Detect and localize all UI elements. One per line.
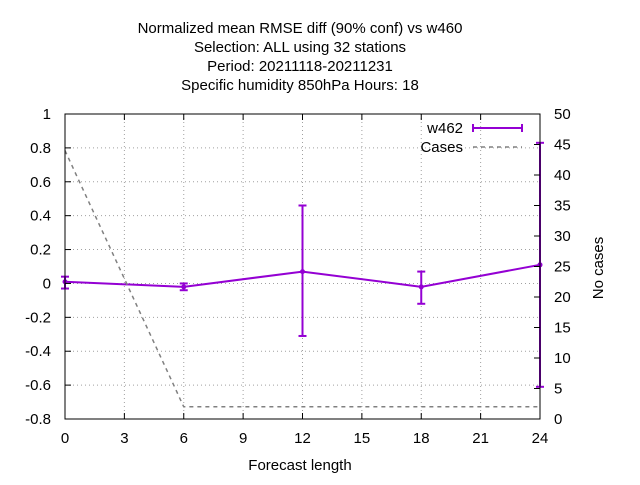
- y-tick-label: -0.4: [25, 343, 51, 360]
- x-tick-label: 6: [180, 430, 188, 447]
- x-tick-label: 15: [354, 430, 371, 447]
- y2-tick-label: 30: [554, 228, 571, 245]
- y2-tick-label: 25: [554, 259, 571, 276]
- y-tick-label: 0: [43, 275, 51, 292]
- y-tick-label: 0.6: [30, 174, 51, 191]
- y2-tick-label: 35: [554, 198, 571, 215]
- y2-tick-label: 5: [554, 381, 562, 398]
- y-tick-label: -0.8: [25, 411, 51, 428]
- title-line-4: Specific humidity 850hPa Hours: 18: [181, 77, 419, 94]
- y-tick-label: 1: [43, 106, 51, 123]
- x-tick-label: 3: [120, 430, 128, 447]
- y-tick-label: -0.6: [25, 377, 51, 394]
- data-point: [181, 284, 187, 290]
- y2-tick-label: 45: [554, 137, 571, 154]
- y-tick-label: 0.8: [30, 140, 51, 157]
- y2-tick-label: 15: [554, 320, 571, 337]
- y-tick-label: -0.2: [25, 309, 51, 326]
- y-tick-label: 0.4: [30, 208, 51, 225]
- y2-tick-label: 10: [554, 350, 571, 367]
- title-line-2: Selection: ALL using 32 stations: [194, 39, 406, 56]
- data-point: [418, 284, 424, 290]
- legend-label: Cases: [420, 139, 463, 156]
- x-tick-label: 18: [413, 430, 430, 447]
- x-tick-label: 0: [61, 430, 69, 447]
- x-tick-label: 24: [532, 430, 549, 447]
- x-tick-label: 21: [472, 430, 489, 447]
- legend-label: w462: [426, 120, 463, 137]
- y-tick-label: 0.2: [30, 242, 51, 259]
- x-axis-label: Forecast length: [248, 457, 351, 474]
- axis-ticks: 0 3 6 9 12 15 18 21 24-0.8-0.6-0.4-0.200.20.40.6…: [25, 106, 571, 447]
- y2-tick-label: 20: [554, 289, 571, 306]
- x-tick-label: 12: [294, 430, 311, 447]
- x-tick-label: 9: [239, 430, 247, 447]
- chart-title: Normalized mean RMSE diff (90% conf) vs …: [138, 20, 463, 94]
- y2-tick-label: 40: [554, 167, 571, 184]
- legend: w462 Cases: [420, 120, 523, 156]
- title-line-3: Period: 20211118-20211231: [207, 58, 393, 75]
- y2-axis-label: No cases: [590, 237, 607, 300]
- y2-tick-label: 50: [554, 106, 571, 123]
- title-line-1: Normalized mean RMSE diff (90% conf) vs …: [138, 20, 463, 37]
- y2-tick-label: 0: [554, 411, 562, 428]
- data-point: [300, 269, 305, 275]
- cases-series-line: [64, 150, 540, 408]
